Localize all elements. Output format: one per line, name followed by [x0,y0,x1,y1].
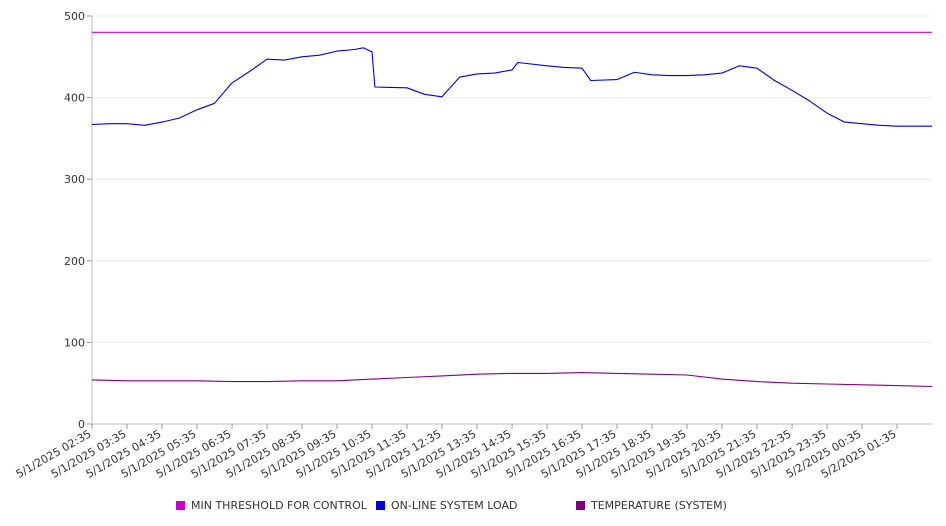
data-point [913,125,916,128]
data-point [546,64,549,67]
data-point [668,74,671,77]
data-point [633,71,636,74]
data-point [91,123,94,126]
data-point [791,89,794,92]
data-point [493,72,496,75]
data-point [843,121,846,124]
data-point [861,383,864,386]
data-point [371,50,374,53]
data-point [861,122,864,125]
data-point [931,125,934,128]
data-point [91,31,94,34]
data-point [248,70,251,73]
data-point [616,78,619,81]
y-tick-label: 0 [78,418,85,431]
data-point [301,379,304,382]
data-point [371,378,374,381]
series-line-2 [91,372,933,388]
y-tick-label: 300 [64,173,85,186]
data-point [231,81,234,84]
data-point [441,95,444,98]
data-point [651,373,654,376]
y-tick-label: 500 [64,10,85,23]
data-point [738,64,741,67]
series-line-1 [91,47,932,127]
data-point [756,380,759,383]
legend-item[interactable]: TEMPERATURE (SYSTEM) [576,497,727,513]
data-point [423,93,426,96]
data-point [441,374,444,377]
legend-swatch [376,500,385,510]
data-point [353,48,356,51]
data-point [196,379,199,382]
data-point [283,59,286,62]
legend-item[interactable]: ON-LINE SYSTEM LOAD [376,497,517,513]
legend-label: TEMPERATURE (SYSTEM) [591,498,727,512]
data-point [581,371,584,374]
data-point [791,382,794,385]
data-point [458,76,461,79]
data-point [196,108,199,111]
data-point [616,372,619,375]
data-point [896,384,899,387]
data-point [563,66,566,69]
data-point [651,73,654,76]
data-point [91,378,94,381]
data-point [511,372,514,375]
data-point [336,50,339,53]
data-point [756,67,759,70]
data-point [546,372,549,375]
data-point [931,31,934,34]
data-point [161,121,164,124]
data-point [213,102,216,105]
legend-swatch [176,500,185,510]
data-point [773,79,776,82]
legend-label: MIN THRESHOLD FOR CONTROL [191,498,367,512]
data-point [406,376,409,379]
legend: MIN THRESHOLD FOR CONTROL ON-LINE SYSTEM … [0,497,946,515]
data-point [143,124,146,127]
data-point [516,61,519,64]
legend-label: ON-LINE SYSTEM LOAD [391,498,518,512]
data-point [896,125,899,128]
y-tick-label: 200 [64,255,85,268]
data-point [126,379,129,382]
data-point [686,74,689,77]
data-point [686,374,689,377]
data-point [826,383,829,386]
data-point [266,58,269,61]
data-point [476,373,479,376]
data-point [703,73,706,76]
data-point [721,72,724,75]
data-point [362,46,365,49]
data-point [878,124,881,127]
data-point [721,378,724,381]
data-point [931,385,934,388]
y-tick-label: 100 [64,336,85,349]
data-point [178,117,181,120]
data-point [161,379,164,382]
data-point [336,379,339,382]
data-point [476,72,479,75]
data-point [406,86,409,89]
data-point [589,79,592,82]
legend-swatch [576,500,585,510]
data-point [108,122,111,125]
data-point [373,86,376,89]
data-point [826,112,829,115]
legend-item[interactable]: MIN THRESHOLD FOR CONTROL [176,497,367,513]
data-point [231,380,234,383]
data-point [581,67,584,70]
data-point [511,68,514,71]
data-point [318,54,321,57]
data-point [266,380,269,383]
data-point [808,99,811,102]
data-point [301,55,304,58]
data-point [126,122,129,125]
y-tick-label: 400 [64,92,85,105]
